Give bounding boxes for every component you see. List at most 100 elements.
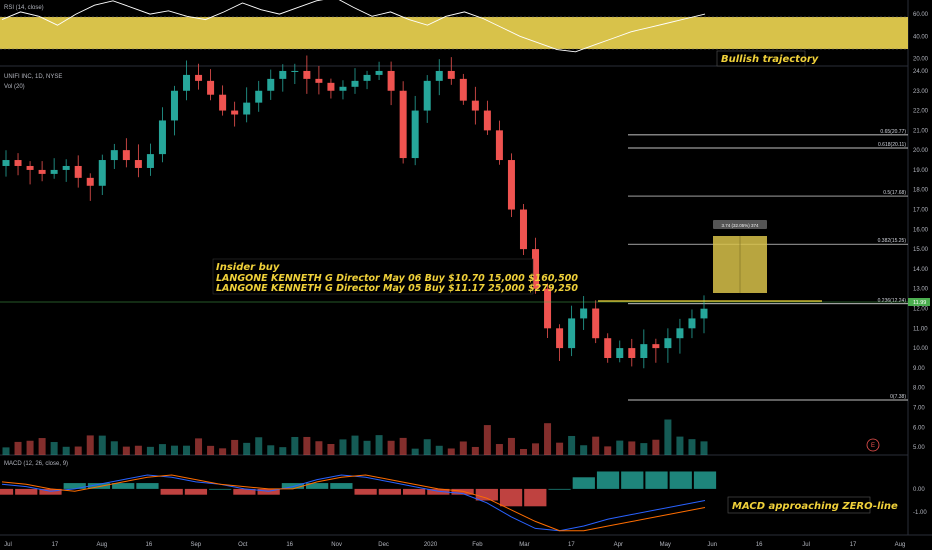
- price-tick-label: 9.00: [913, 366, 925, 372]
- macd-histogram-bar: [15, 488, 38, 495]
- price-tick-label: 6.00: [913, 425, 925, 431]
- volume-bar: [556, 442, 564, 455]
- macd-note: MACD approaching ZERO-line: [732, 501, 898, 512]
- time-tick-label: Mar: [519, 542, 529, 548]
- volume-bar: [387, 440, 395, 455]
- candle-body: [158, 120, 166, 155]
- volume-bar: [700, 441, 708, 455]
- volume-bar: [50, 442, 58, 455]
- time-tick-label: Aug: [97, 542, 108, 548]
- volume-bar: [459, 441, 467, 455]
- volume-bar: [628, 441, 636, 455]
- volume-bar: [14, 441, 22, 455]
- volume-bar: [351, 435, 359, 455]
- fibonacci-levels[interactable]: 0.65(20.77) 0.618(20.11) 0.5(17.68) 0.382(1…: [628, 129, 908, 401]
- candle-body: [375, 70, 383, 75]
- volume-bar: [640, 443, 648, 455]
- candle-body: [110, 150, 118, 161]
- volume-bar: [544, 423, 552, 455]
- volume-bar: [110, 441, 118, 455]
- time-tick-label: 2020: [424, 542, 438, 548]
- candle-body: [134, 160, 142, 168]
- macd-histogram-bar: [160, 488, 183, 495]
- macd-histogram-bar: [524, 488, 547, 507]
- candle-body: [435, 70, 443, 81]
- macd-histogram-bar: [112, 483, 135, 489]
- volume-bar: [62, 446, 70, 455]
- volume-bar: [122, 446, 130, 455]
- volume-bar: [423, 439, 431, 455]
- candle-body: [315, 78, 323, 83]
- earnings-badge-label: E: [871, 443, 875, 449]
- candle-body: [556, 328, 564, 349]
- candle-body: [628, 348, 636, 358]
- volume-bar: [676, 436, 684, 455]
- macd-histogram-bar: [354, 488, 377, 495]
- volume-bar: [255, 437, 263, 455]
- volume-bar: [568, 435, 576, 455]
- price-tick-label: 20.00: [913, 148, 929, 154]
- time-tick-label: Sep: [190, 542, 201, 548]
- macd-histogram-bar: [257, 488, 280, 495]
- volume-bar: [170, 445, 178, 455]
- rsi-tick-label: 20.00: [913, 56, 929, 62]
- candle-body: [50, 169, 58, 174]
- volume-bar: [158, 444, 166, 455]
- candle-body: [183, 74, 191, 91]
- volume-bar: [207, 445, 215, 455]
- price-tick-label: 21.00: [913, 128, 929, 134]
- macd-histogram-bar: [669, 471, 692, 489]
- macd-histogram-bar: [209, 488, 232, 490]
- candle-body: [363, 74, 371, 81]
- candle-body: [327, 82, 335, 91]
- volume-bar: [483, 425, 491, 455]
- time-tick-label: 17: [568, 542, 575, 548]
- price-candles: [2, 55, 708, 369]
- volume-bar: [507, 437, 515, 455]
- time-tick-label: Jun: [707, 542, 717, 548]
- macd-histogram-bar: [306, 483, 329, 489]
- earnings-badge[interactable]: [866, 438, 880, 452]
- time-tick-label: 16: [145, 542, 152, 548]
- time-tick-label: Jul: [802, 542, 810, 548]
- candle-body: [26, 165, 34, 170]
- candle-body: [568, 318, 576, 349]
- macd-histogram-bar: [621, 471, 644, 489]
- time-tick-label: Dec: [378, 542, 389, 548]
- volume-bar: [411, 448, 419, 455]
- macd-note-box[interactable]: [727, 496, 871, 514]
- price-tick-label: 15.00: [913, 247, 929, 253]
- price-tick-label: 7.00: [913, 405, 925, 411]
- volume-bar: [327, 443, 335, 455]
- price-tick-label: 17.00: [913, 208, 929, 214]
- rsi-line: [1, 0, 706, 53]
- volume-bar: [267, 445, 275, 455]
- time-axis: Jul 17 Aug 16 Sep Oct 16 Nov Dec 2020 Feb Mar 17 Apr M…: [4, 542, 905, 548]
- fib-level-label: 0.618(20.11): [878, 142, 906, 148]
- fib-level-label: 0.382(15.25): [878, 238, 907, 244]
- candle-body: [255, 90, 263, 103]
- candle-body: [195, 74, 203, 81]
- candle-body: [411, 110, 419, 159]
- time-tick-label: 17: [850, 542, 857, 548]
- volume-bar: [146, 446, 154, 455]
- candle-body: [231, 110, 239, 115]
- macd-histogram-bar: [402, 488, 426, 495]
- macd-series: [1, 474, 706, 532]
- volume-bar: [86, 435, 94, 455]
- candle-body: [219, 94, 227, 111]
- measure-label: 3.74 (32.05%) 374: [721, 223, 759, 228]
- price-tick-label: 8.00: [913, 386, 925, 392]
- volume-bar: [592, 436, 600, 455]
- volume-bar: [471, 446, 479, 455]
- candle-body: [580, 308, 588, 319]
- candle-body: [170, 90, 178, 121]
- candle-body: [519, 209, 527, 250]
- insider-box[interactable]: [212, 258, 534, 295]
- bullish-box[interactable]: [716, 50, 806, 67]
- candle-body: [279, 70, 287, 79]
- time-tick-label: Aug: [895, 542, 906, 548]
- volume-bar: [339, 439, 347, 455]
- macd-histogram: [0, 471, 717, 507]
